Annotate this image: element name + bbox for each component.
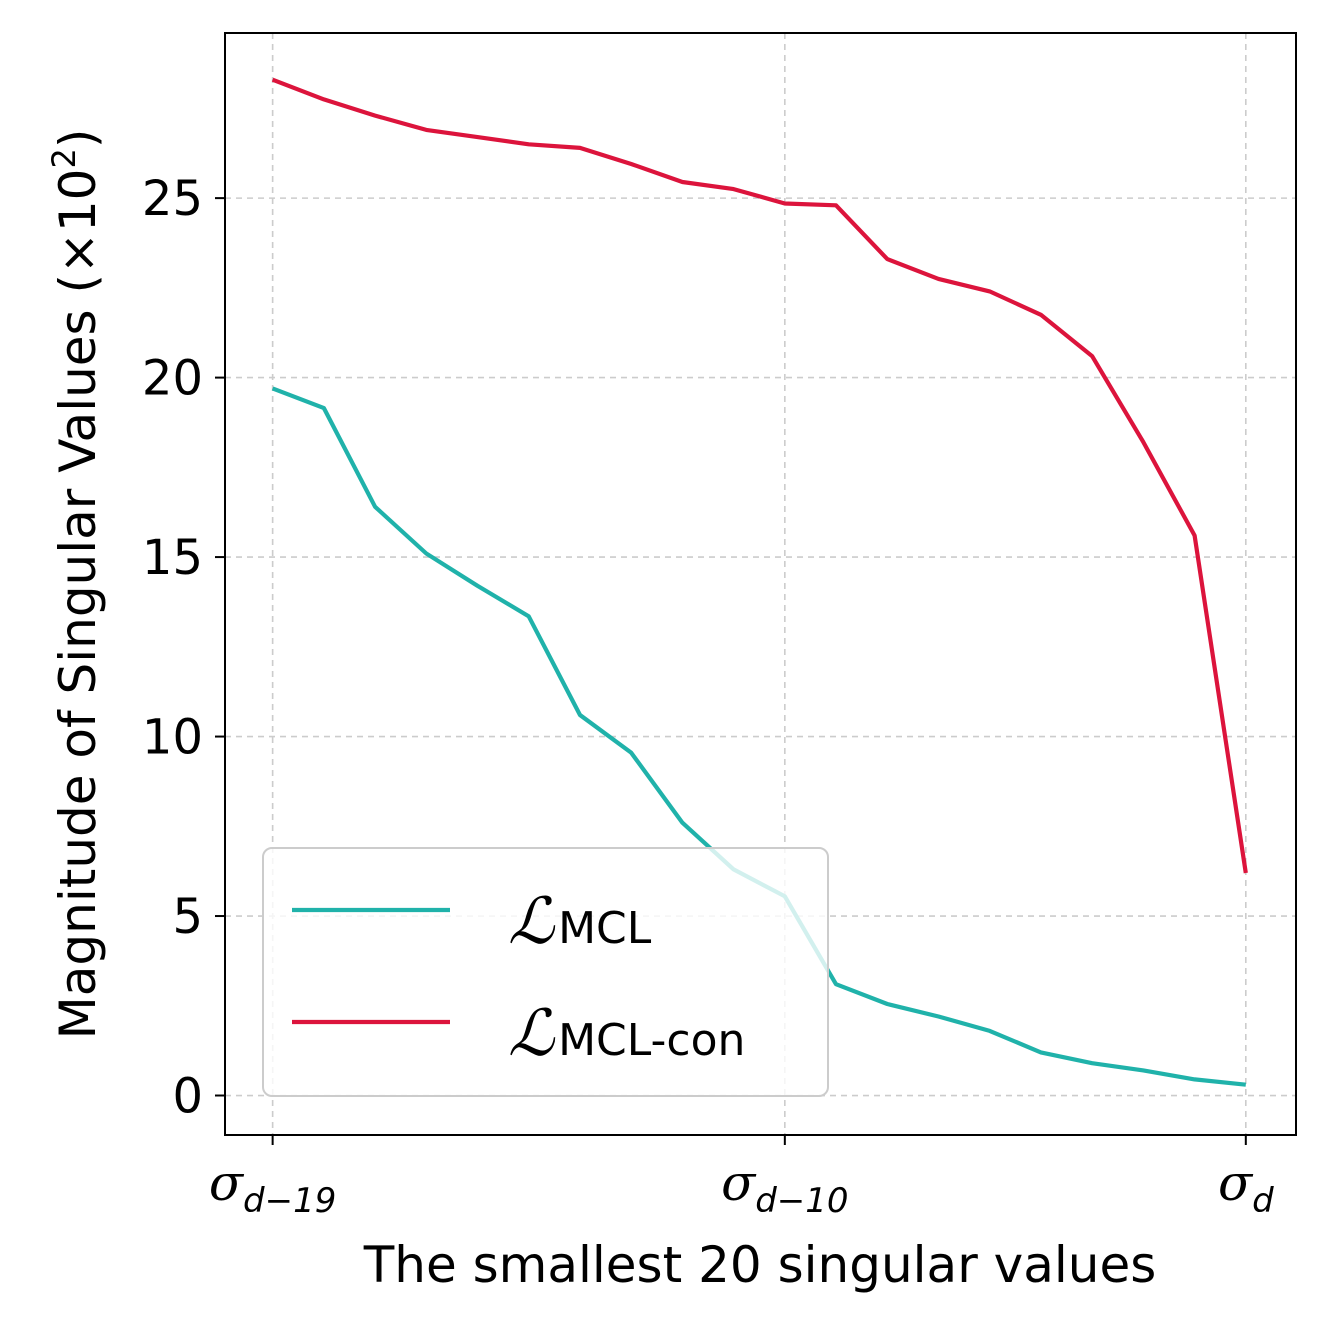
plot-frame xyxy=(224,32,1297,1136)
legend-subscript: MCL xyxy=(558,903,652,954)
x-tick-label: σd−10 xyxy=(721,1154,848,1221)
x-tick-label: σd xyxy=(1218,1154,1274,1221)
y-tick-label: 0 xyxy=(172,1069,203,1125)
x-tick-subscript: d xyxy=(1252,1181,1274,1221)
x-tick-subscript: d−10 xyxy=(755,1181,848,1221)
x-tick-sigma: σ xyxy=(209,1154,245,1212)
legend-script-l: ℒ xyxy=(508,997,556,1071)
y-tick-label: 10 xyxy=(142,710,203,766)
legend-label: ℒMCL-con xyxy=(508,997,745,1071)
x-tick-sigma: σ xyxy=(721,1154,757,1212)
y-axis-title-main: Magnitude of Singular Values (×10 xyxy=(49,169,107,1040)
y-tick-label: 5 xyxy=(172,889,203,945)
y-tick-label: 25 xyxy=(142,171,203,227)
y-tick-label: 15 xyxy=(142,530,203,586)
y-axis-title-close: ) xyxy=(49,129,107,149)
x-tick-subscript: d−19 xyxy=(243,1181,336,1221)
y-axis-title-exponent: 2 xyxy=(45,148,83,168)
x-tick-sigma: σ xyxy=(1218,1154,1254,1212)
legend-subscript: MCL-con xyxy=(558,1015,745,1066)
x-axis-title: The smallest 20 singular values xyxy=(363,1236,1157,1294)
y-tick-label: 20 xyxy=(142,351,203,407)
x-tick-label: σd−19 xyxy=(209,1154,336,1221)
series-line-mcl-con xyxy=(271,77,1248,874)
legend-script-l: ℒ xyxy=(508,885,556,959)
legend-label: ℒMCL xyxy=(508,885,652,959)
y-axis-title: Magnitude of Singular Values (×102) xyxy=(45,129,107,1040)
